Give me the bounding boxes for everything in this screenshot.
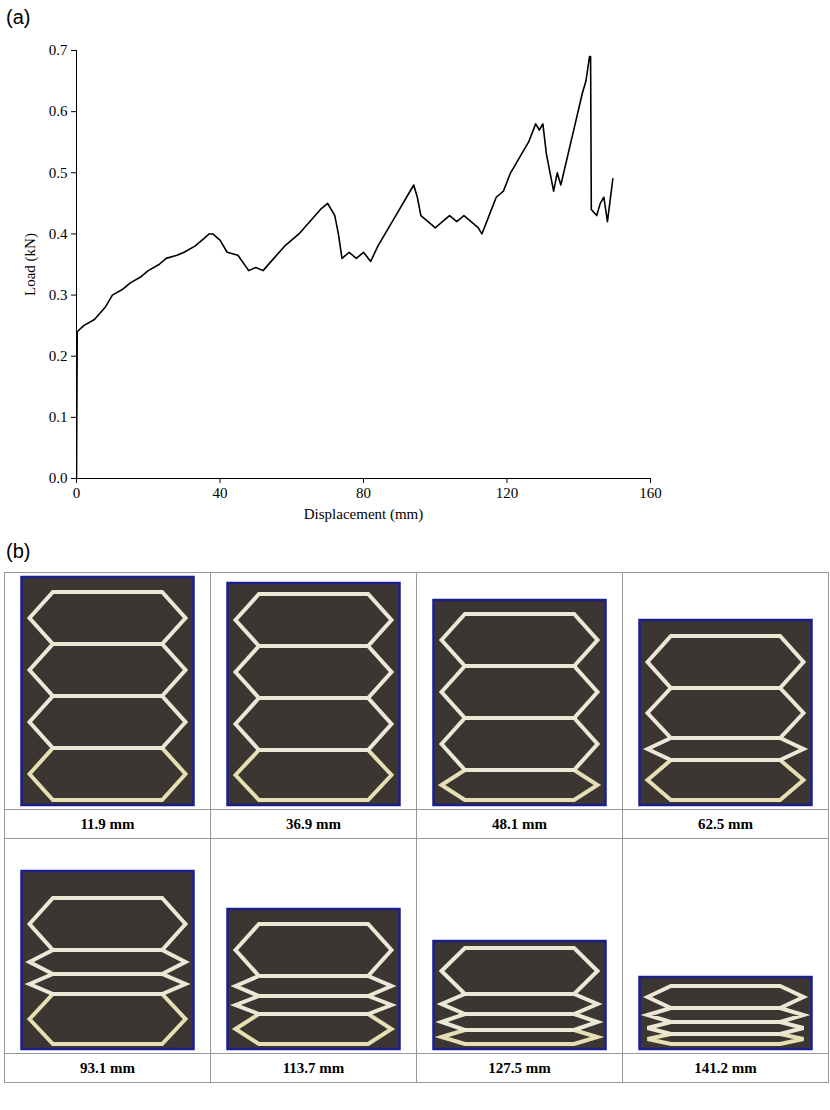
html-text:11.9 mm: 11.9 mm bbox=[80, 815, 135, 832]
html-text:36.9 mm: 36.9 mm bbox=[286, 815, 341, 832]
svg-text:0.6: 0.6 bbox=[49, 103, 68, 119]
html-text:62.5 mm: 62.5 mm bbox=[698, 815, 753, 832]
svg-text:0.2: 0.2 bbox=[49, 348, 68, 364]
svg-text:0.1: 0.1 bbox=[49, 409, 68, 425]
html-text:113.7 mm: 113.7 mm bbox=[282, 1059, 345, 1076]
html-text:(a): (a) bbox=[6, 6, 31, 28]
svg-text:0.7: 0.7 bbox=[49, 42, 68, 58]
svg-text:40: 40 bbox=[213, 485, 228, 501]
html-text:93.1 mm: 93.1 mm bbox=[80, 1059, 135, 1076]
svg-text:0.3: 0.3 bbox=[49, 287, 68, 303]
svg-text:120: 120 bbox=[496, 485, 519, 501]
svg-text:160: 160 bbox=[639, 485, 662, 501]
svg-text:Displacement (mm): Displacement (mm) bbox=[304, 506, 424, 523]
svg-text:0: 0 bbox=[73, 485, 81, 501]
svg-text:0.5: 0.5 bbox=[49, 165, 68, 181]
svg-text:80: 80 bbox=[356, 485, 371, 501]
html-text:127.5 mm: 127.5 mm bbox=[488, 1059, 551, 1076]
svg-text:0.4: 0.4 bbox=[49, 226, 68, 242]
html-text:141.2 mm: 141.2 mm bbox=[694, 1059, 757, 1076]
svg-text:Load (kN): Load (kN) bbox=[22, 233, 39, 296]
html-text:48.1 mm: 48.1 mm bbox=[492, 815, 547, 832]
svg-text:0.0: 0.0 bbox=[49, 470, 68, 486]
html-text:(b): (b) bbox=[6, 540, 31, 562]
